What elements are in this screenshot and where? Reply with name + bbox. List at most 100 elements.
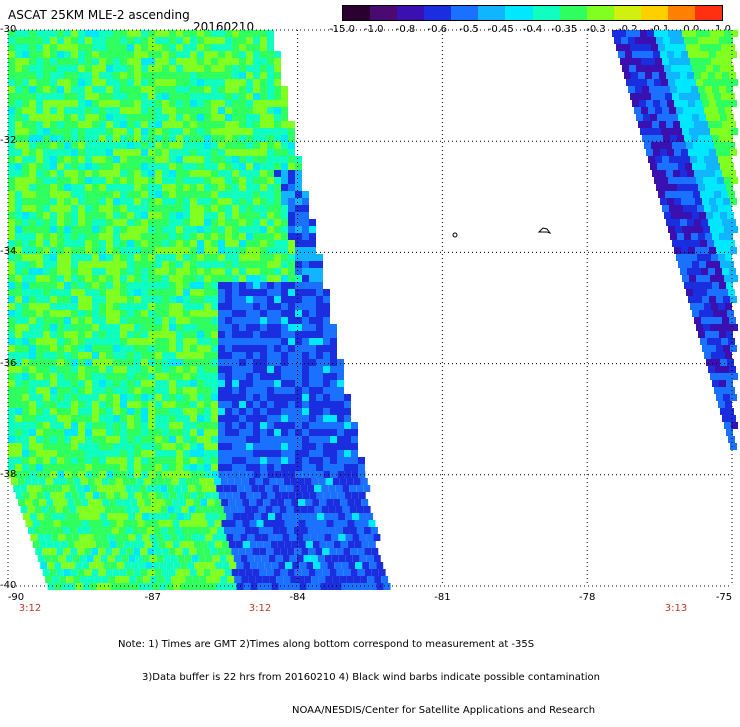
- swath-cell: [155, 408, 162, 415]
- swath-cell: [204, 170, 211, 177]
- swath-cell: [71, 149, 78, 156]
- swath-cell: [43, 128, 50, 135]
- swath-cell: [106, 58, 113, 65]
- swath-cell: [197, 310, 204, 317]
- swath-cell: [239, 44, 246, 51]
- swath-cell: [253, 226, 260, 233]
- swath-cell: [686, 93, 693, 100]
- swath-cell: [253, 44, 260, 51]
- swath-cell: [169, 51, 176, 58]
- swath-cell: [106, 310, 113, 317]
- swath-cell: [43, 338, 50, 345]
- swath-cell: [687, 219, 694, 226]
- swath-cell: [246, 114, 253, 121]
- swath-cell: [330, 387, 337, 394]
- swath-cell: [350, 548, 358, 555]
- swath-cell: [232, 303, 239, 310]
- swath-cell: [344, 429, 351, 436]
- swath-cell: [134, 275, 141, 282]
- swath-cell: [232, 254, 239, 261]
- swath-cell: [120, 436, 127, 443]
- swath-cell: [127, 121, 134, 128]
- swath-cell: [204, 72, 211, 79]
- swath-cell: [99, 317, 106, 324]
- swath-cell: [169, 30, 176, 37]
- swath-cell: [140, 548, 148, 555]
- swath-cell: [120, 135, 127, 142]
- swath-cell: [316, 366, 323, 373]
- swath-cell: [225, 450, 232, 457]
- swath-cell: [253, 233, 260, 240]
- swath-cell: [183, 359, 190, 366]
- swath-cell: [99, 163, 106, 170]
- swath-cell: [274, 233, 281, 240]
- swath-cell: [347, 499, 355, 506]
- swath-cell: [120, 233, 127, 240]
- swath-cell: [190, 128, 197, 135]
- swath-cell: [253, 72, 260, 79]
- swath-cell: [113, 205, 120, 212]
- swath-cell: [134, 303, 141, 310]
- swath-cell: [246, 79, 253, 86]
- swath-cell: [148, 93, 155, 100]
- swath-cell: [183, 268, 190, 275]
- swath-cell: [132, 485, 140, 492]
- swath-cell: [197, 254, 204, 261]
- swath-cell: [65, 534, 73, 541]
- swath-cell: [218, 72, 225, 79]
- swath-cell: [22, 58, 29, 65]
- swath-cell: [75, 562, 83, 569]
- swath-cell: [99, 142, 106, 149]
- swath-cell: [155, 163, 162, 170]
- swath-cell: [141, 387, 148, 394]
- swath-cell: [666, 170, 673, 177]
- swath-cell: [687, 170, 694, 177]
- swath-cell: [99, 408, 106, 415]
- swath-cell: [64, 408, 71, 415]
- swath-cell: [120, 296, 127, 303]
- swath-cell: [36, 121, 43, 128]
- swath-cell: [183, 142, 190, 149]
- swath-cell: [304, 576, 312, 583]
- swath-cell: [167, 506, 175, 513]
- swath-cell: [64, 240, 71, 247]
- swath-cell: [311, 478, 319, 485]
- swath-cell: [706, 65, 713, 72]
- swath-cell: [151, 541, 159, 548]
- swath-cell: [148, 226, 155, 233]
- swath-cell: [281, 436, 288, 443]
- footnotes: Note: 1) Times are GMT 2)Times along bot…: [118, 617, 600, 727]
- swath-cell: [8, 471, 16, 478]
- swath-cell: [50, 345, 57, 352]
- swath-cell: [78, 261, 85, 268]
- swath-cell: [169, 310, 176, 317]
- swath-cell: [246, 464, 253, 471]
- swath-cell: [338, 555, 346, 562]
- swath-cell: [186, 541, 194, 548]
- swath-cell: [702, 198, 709, 205]
- swath-cell: [57, 233, 64, 240]
- swath-cell: [249, 520, 257, 527]
- swath-cell: [244, 485, 252, 492]
- swath-cell: [15, 247, 22, 254]
- swath-cell: [78, 366, 85, 373]
- swath-cell: [183, 338, 190, 345]
- swath-cell: [267, 366, 274, 373]
- swath-cell: [57, 275, 64, 282]
- swath-cell: [707, 338, 714, 345]
- swath-cell: [288, 303, 295, 310]
- swath-cell: [686, 289, 693, 296]
- swath-cell: [197, 275, 204, 282]
- swath-cell: [148, 387, 155, 394]
- swath-cell: [295, 380, 302, 387]
- swath-cell: [166, 583, 174, 590]
- swath-cell: [36, 436, 43, 443]
- swath-cell: [288, 233, 295, 240]
- swath-cell: [15, 275, 22, 282]
- swath-cell: [183, 177, 190, 184]
- swath-cell: [127, 310, 134, 317]
- swath-cell: [85, 366, 92, 373]
- swath-cell: [295, 261, 302, 268]
- swath-cell: [22, 30, 29, 37]
- swath-cell: [728, 44, 735, 51]
